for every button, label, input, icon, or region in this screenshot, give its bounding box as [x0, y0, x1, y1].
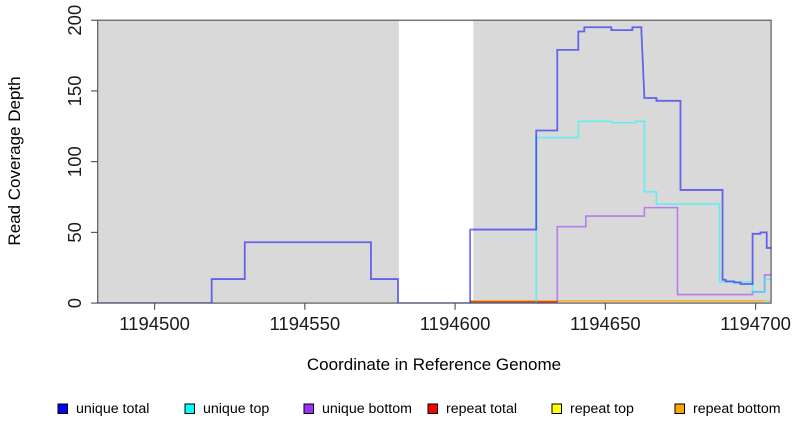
svg-text:150: 150	[64, 75, 85, 106]
svg-text:1194650: 1194650	[570, 313, 641, 334]
svg-text:repeat bottom: repeat bottom	[693, 401, 781, 417]
svg-text:repeat top: repeat top	[570, 401, 634, 417]
svg-text:0: 0	[64, 298, 85, 308]
svg-text:1194500: 1194500	[119, 313, 190, 334]
svg-text:repeat total: repeat total	[446, 401, 517, 417]
svg-text:1194600: 1194600	[420, 313, 491, 334]
svg-text:unique total: unique total	[76, 401, 149, 417]
svg-text:1194550: 1194550	[270, 313, 341, 334]
svg-text:unique top: unique top	[203, 401, 269, 417]
svg-text:Coordinate in Reference Genome: Coordinate in Reference Genome	[307, 355, 561, 374]
svg-text:Read Coverage Depth: Read Coverage Depth	[5, 76, 24, 245]
svg-text:1194700: 1194700	[720, 313, 791, 334]
svg-text:unique bottom: unique bottom	[322, 401, 412, 417]
svg-text:200: 200	[64, 5, 85, 36]
svg-text:100: 100	[64, 146, 85, 177]
svg-text:50: 50	[64, 222, 85, 243]
